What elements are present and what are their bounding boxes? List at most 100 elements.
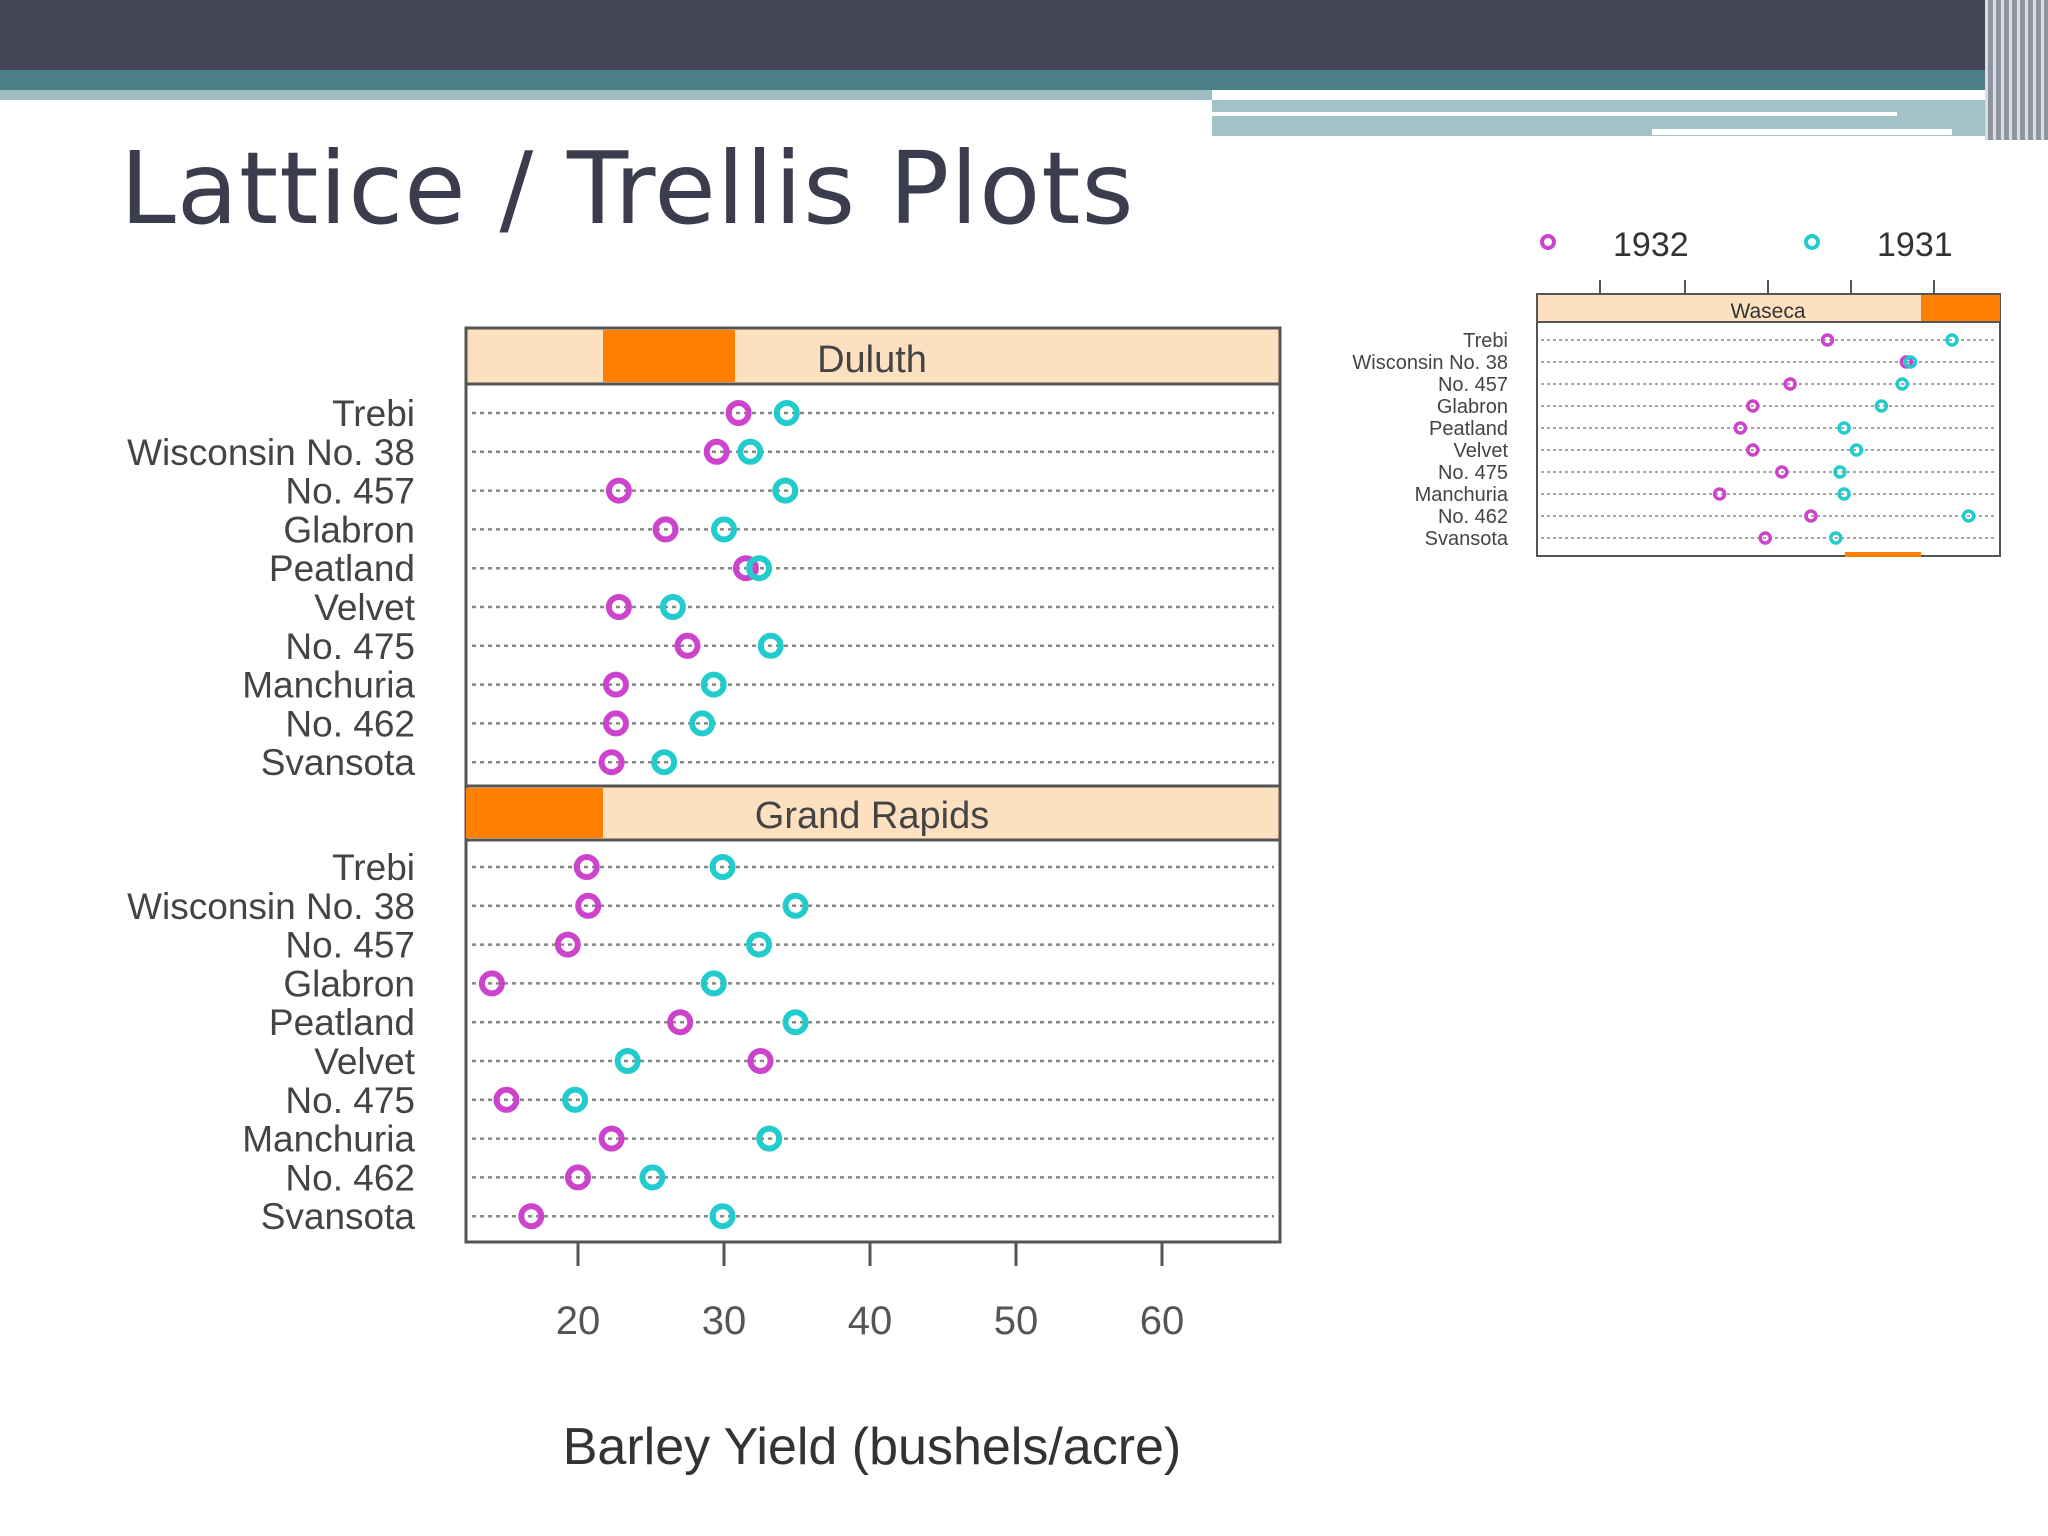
point-1932: [1746, 443, 1760, 457]
strip-level-indicator: [1921, 295, 2000, 321]
category-label: No. 457: [285, 471, 415, 512]
strip-label: Duluth: [817, 339, 927, 381]
point-1932: [565, 1164, 591, 1191]
point-1932: [1804, 509, 1818, 523]
point-1932: [598, 749, 625, 776]
slide-header-light-band: [0, 90, 1212, 100]
slide-header-teal-band: [0, 70, 2048, 90]
point-1931: [746, 931, 773, 958]
point-1931: [562, 1086, 589, 1113]
point-1931: [1903, 355, 1918, 369]
legend-label: 1932: [1613, 226, 1689, 264]
category-label: No. 457: [1438, 374, 1508, 396]
x-tick-label: 50: [994, 1299, 1039, 1343]
strip-label: Grand Rapids: [755, 795, 989, 837]
point-1931: [659, 594, 686, 620]
point-1931: [737, 438, 764, 465]
point-1931: [773, 400, 800, 426]
point-1931: [709, 854, 736, 880]
legend-marker-1932: [1540, 234, 1556, 250]
slide-header-rule: [1212, 112, 1897, 116]
point-1932: [605, 594, 632, 620]
category-label: Manchuria: [242, 1119, 415, 1160]
category-label: Trebi: [332, 847, 415, 888]
point-1931: [757, 632, 784, 659]
strip-level-indicator: [603, 330, 735, 382]
category-label: No. 462: [285, 1157, 415, 1198]
point-1931: [1874, 399, 1889, 413]
category-label: Wisconsin No. 38: [127, 432, 415, 473]
point-1932: [1775, 465, 1789, 479]
strip-level-indicator: [466, 788, 603, 838]
panel-bottom-accent: [1845, 552, 1921, 557]
point-1932: [1746, 399, 1760, 413]
category-label: Wisconsin No. 38: [1352, 352, 1508, 374]
point-1931: [651, 749, 678, 776]
category-label: No. 462: [1438, 506, 1508, 528]
point-1932: [1783, 377, 1797, 391]
strip-label: Waseca: [1730, 300, 1805, 323]
point-1932: [573, 854, 600, 880]
point-1932: [747, 1048, 774, 1074]
point-1931: [1895, 377, 1909, 391]
x-tick-label: 30: [702, 1299, 747, 1343]
category-label: Manchuria: [242, 665, 415, 706]
category-label: No. 475: [285, 1080, 415, 1121]
point-1932: [554, 931, 581, 958]
point-1931: [700, 671, 727, 698]
x-tick-label: 40: [848, 1299, 893, 1343]
point-1931: [614, 1048, 641, 1074]
point-1931: [711, 516, 737, 543]
category-label: No. 475: [285, 626, 415, 667]
category-label: No. 457: [285, 925, 415, 966]
category-label: Glabron: [283, 509, 415, 550]
point-1932: [1820, 333, 1835, 347]
point-1931: [639, 1164, 666, 1191]
category-label: Velvet: [314, 1041, 416, 1082]
point-1932: [652, 516, 679, 543]
point-1932: [703, 438, 730, 465]
point-1931: [1837, 487, 1851, 501]
point-1931: [1849, 443, 1864, 457]
slide-header-stripes: [1985, 0, 2048, 140]
category-label: Svansota: [1425, 528, 1509, 550]
point-1931: [1833, 465, 1847, 479]
point-1931: [782, 892, 809, 919]
category-label: Svansota: [261, 742, 416, 783]
category-label: No. 462: [285, 703, 415, 744]
point-1932: [602, 671, 629, 698]
point-1932: [725, 400, 752, 426]
category-label: Velvet: [1454, 440, 1509, 462]
point-1931: [746, 555, 773, 582]
point-1932: [674, 632, 701, 659]
legend-label: 1931: [1877, 226, 1953, 264]
point-1931: [1961, 509, 1976, 523]
point-1931: [1945, 333, 1959, 347]
category-label: Trebi: [332, 393, 415, 434]
category-label: Glabron: [283, 963, 415, 1004]
point-1932: [575, 892, 602, 919]
category-label: Velvet: [314, 587, 416, 628]
point-1932: [732, 555, 759, 582]
category-label: Glabron: [1437, 396, 1508, 418]
category-label: Manchuria: [1415, 484, 1509, 506]
point-1931: [689, 710, 716, 737]
legend: 1932 1931: [1540, 226, 1953, 264]
point-1931: [700, 970, 727, 997]
x-axis-title: Barley Yield (bushels/acre): [563, 1418, 1182, 1476]
point-1932: [518, 1203, 545, 1230]
point-1932: [598, 1125, 625, 1152]
point-1932: [478, 970, 505, 997]
category-label: Svansota: [261, 1196, 416, 1237]
category-label: Peatland: [1429, 418, 1508, 440]
category-label: Peatland: [269, 548, 415, 589]
point-1932: [602, 710, 629, 737]
point-1932: [605, 477, 632, 504]
point-1932: [667, 1009, 694, 1036]
panel-frame: [1536, 321, 2001, 557]
page-title: Lattice / Trellis Plots: [120, 130, 1135, 247]
